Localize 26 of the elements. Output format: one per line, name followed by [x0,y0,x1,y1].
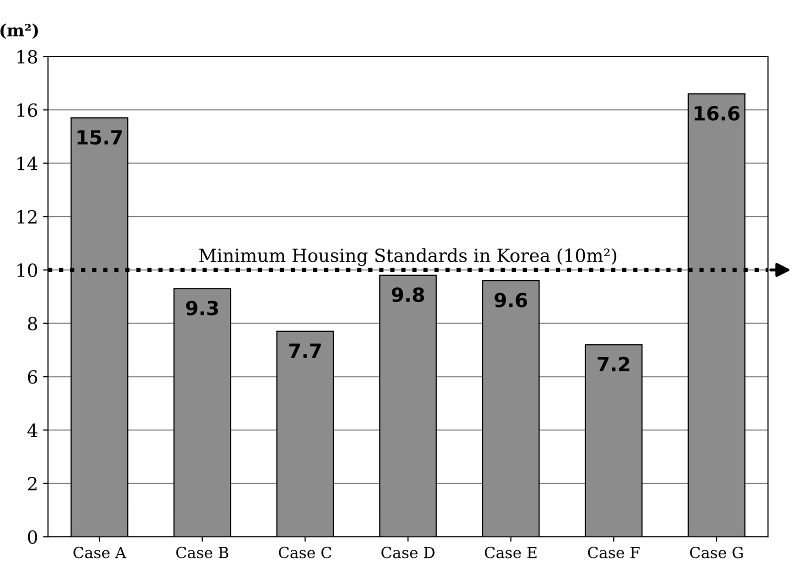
y-tick-label: 4 [27,423,38,437]
data-label: 9.8 [392,287,424,302]
ref-line-label: Minimum Housing Standards in Korea (10m²) [199,248,616,266]
y-tick-label: 6 [28,370,38,384]
x-tick-label: Case A [74,546,126,558]
data-label: 9.3 [186,300,218,316]
y-tick-label: 2 [28,476,37,490]
x-tick-label: Case E [484,546,536,558]
y-tick-label: 10 [18,263,38,278]
y-tick-label: 14 [18,156,38,170]
data-label: 9.6 [494,292,528,308]
y-tick-label: 0 [28,530,38,544]
y-axis-title: (m²) [0,24,38,39]
y-tick-label: 8 [28,316,38,330]
data-label: 16.6 [694,106,740,121]
data-label: 7.2 [598,356,630,372]
y-tick-label: 18 [18,50,38,64]
x-tick-label: Case F [588,546,640,558]
x-tick-label: Case C [278,546,332,558]
data-label: 15.7 [78,130,122,145]
x-tick-label: Case D [381,546,435,558]
y-tick-label: 16 [18,103,38,117]
y-tick-label: 12 [18,210,37,224]
x-tick-label: Case G [690,546,743,558]
data-label: 7.7 [289,344,321,358]
x-tick-label: Case B [176,546,228,558]
